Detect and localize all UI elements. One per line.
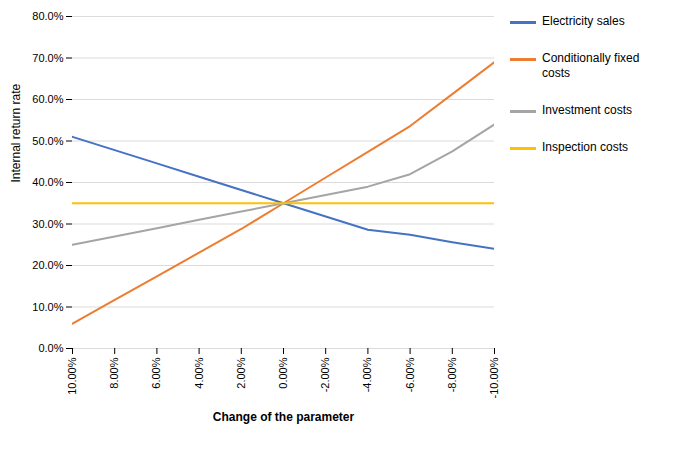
svg-text:-8.00%: -8.00%	[446, 357, 458, 392]
svg-text:Change of the parameter: Change of the parameter	[213, 410, 355, 424]
svg-text:20.0%: 20.0%	[32, 259, 63, 271]
svg-text:70.0%: 70.0%	[32, 52, 63, 64]
svg-text:0.0%: 0.0%	[38, 342, 63, 354]
svg-text:-6.00%: -6.00%	[404, 357, 416, 392]
svg-text:0.00%: 0.00%	[277, 357, 289, 388]
html-text:Inspection costs: Inspection costs	[542, 140, 628, 154]
svg-text:80.0%: 80.0%	[32, 10, 63, 22]
svg-text:-4.00%: -4.00%	[361, 357, 373, 392]
svg-text:30.0%: 30.0%	[32, 218, 63, 230]
svg-text:40.0%: 40.0%	[32, 176, 63, 188]
html-text:Investment costs: Investment costs	[542, 103, 632, 117]
svg-text:-2.00%: -2.00%	[319, 357, 331, 392]
svg-text:50.0%: 50.0%	[32, 135, 63, 147]
svg-text:8.00%: 8.00%	[108, 357, 120, 388]
html-text:Electricity sales: Electricity sales	[542, 14, 625, 28]
html-text:Conditionally fixed costs: Conditionally fixed costs	[542, 51, 640, 80]
svg-text:-10.00%: -10.00%	[488, 357, 500, 398]
svg-text:10.00%: 10.00%	[66, 357, 78, 395]
svg-text:4.00%: 4.00%	[193, 357, 205, 388]
svg-text:60.0%: 60.0%	[32, 93, 63, 105]
svg-text:10.0%: 10.0%	[32, 301, 63, 313]
svg-text:2.00%: 2.00%	[235, 357, 247, 388]
svg-text:Internal return rate: Internal return rate	[9, 83, 23, 182]
svg-text:6.00%: 6.00%	[150, 357, 162, 388]
